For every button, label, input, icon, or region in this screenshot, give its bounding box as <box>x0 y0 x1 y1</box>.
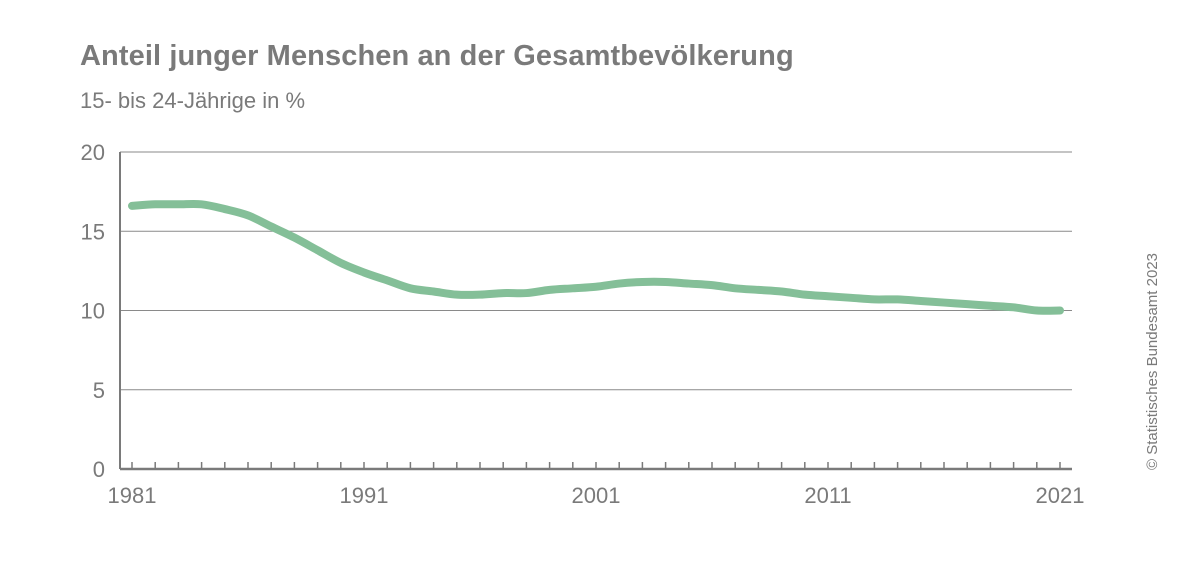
chart-subtitle: 15- bis 24-Jährige in % <box>80 88 306 113</box>
x-tick-label: 2001 <box>572 483 621 508</box>
x-tick-label: 2021 <box>1036 483 1085 508</box>
series-line <box>128 199 1064 315</box>
series-layer <box>128 199 1064 315</box>
gridlines <box>120 151 1072 391</box>
copyright-note: © Statistisches Bundesamt 2023 <box>1144 252 1161 470</box>
y-tick-label: 20 <box>81 140 105 165</box>
y-tick-label: 0 <box>93 457 105 482</box>
x-tick-label: 1981 <box>108 483 157 508</box>
y-tick-label: 10 <box>81 299 105 324</box>
x-axis: 1981 1991 2001 2011 2021 <box>108 152 1085 508</box>
y-tick-label: 15 <box>81 219 105 244</box>
y-axis-ticks: 0 5 10 15 20 <box>81 140 105 482</box>
x-tick-label: 1991 <box>340 483 389 508</box>
chart-title: Anteil junger Menschen an der Gesamtbevö… <box>80 40 794 72</box>
y-tick-label: 5 <box>93 378 105 403</box>
x-tick-label: 2011 <box>804 483 851 508</box>
